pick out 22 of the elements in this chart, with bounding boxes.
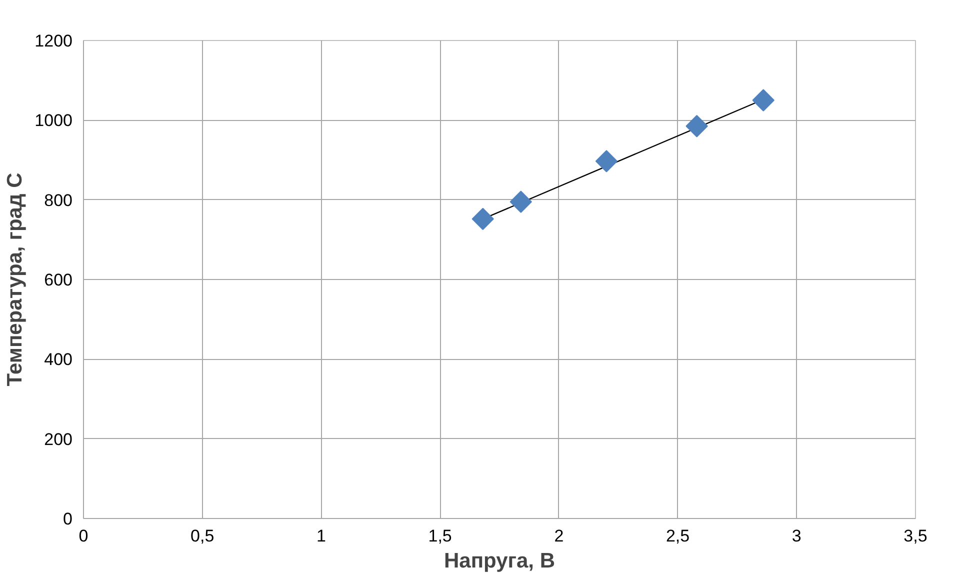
x-tick-label: 2,5	[666, 526, 690, 546]
point	[752, 89, 774, 112]
point	[510, 190, 532, 213]
y-tick-label: 200	[44, 430, 73, 449]
x-tick-label: 2	[554, 526, 564, 546]
x-tick-label: 0	[78, 526, 88, 546]
y-axis-title: Температура, град С	[4, 172, 27, 386]
x-tick-label: 0,5	[190, 526, 214, 546]
y-tick-label: 0	[63, 510, 73, 528]
x-tick-label: 1,5	[428, 526, 452, 546]
y-tick-label: 1000	[34, 111, 73, 130]
y-tick-label: 1200	[34, 32, 73, 50]
point	[686, 115, 708, 138]
x-tick-label: 3,5	[904, 526, 928, 546]
point	[595, 150, 618, 172]
x-axis-title: Напруга, В	[444, 550, 556, 572]
y-tick-label: 800	[44, 190, 73, 210]
x-tick-label: 3	[792, 526, 802, 546]
x-tick-label: 1	[316, 526, 326, 546]
point	[472, 208, 494, 230]
y-tick-label: 400	[44, 350, 73, 370]
y-tick-label: 600	[44, 270, 73, 290]
